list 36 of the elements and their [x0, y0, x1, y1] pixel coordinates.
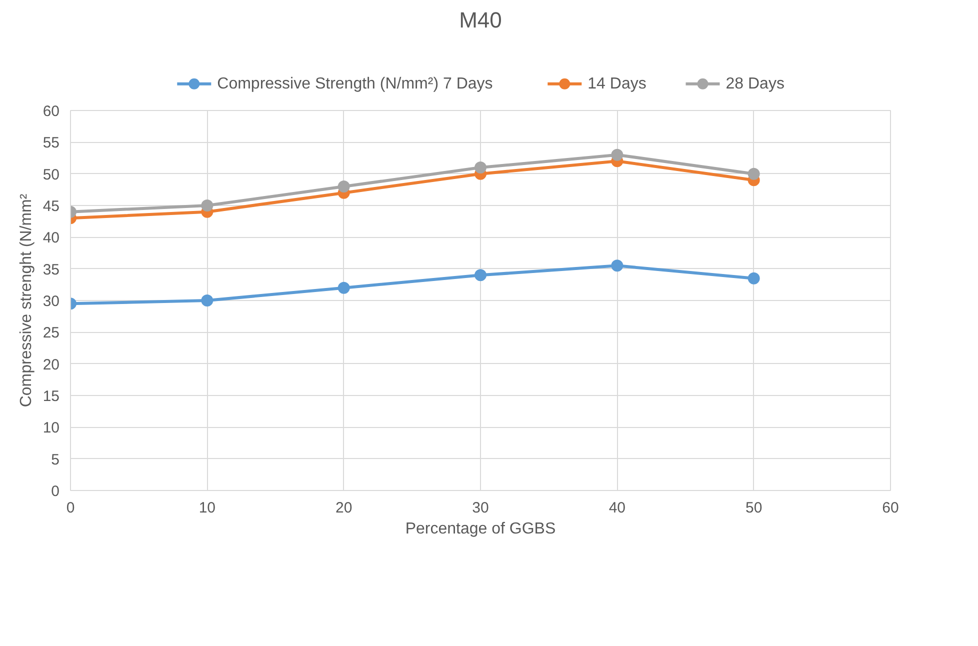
- y-tick-label: 25: [42, 324, 60, 342]
- x-tick-label: 40: [608, 500, 626, 516]
- legend-label: Compressive Strength (N/mm²) 7 Days: [217, 75, 493, 92]
- y-tick-label: 5: [51, 451, 60, 468]
- y-tick-label: 55: [42, 134, 60, 152]
- y-tick-label: 50: [42, 166, 60, 184]
- point: [338, 180, 350, 192]
- point: [474, 269, 486, 282]
- point: [748, 272, 760, 284]
- y-tick-label: 20: [42, 356, 60, 374]
- y-tick-label: 10: [42, 420, 60, 437]
- point: [748, 168, 760, 180]
- legend-label: 14 Days: [588, 75, 646, 92]
- x-tick-label: 20: [335, 500, 352, 516]
- y-tick-label: 35: [42, 261, 60, 278]
- y-tick-label: 15: [42, 388, 60, 405]
- x-tick-label: 60: [882, 500, 899, 516]
- y-tick-label: 60: [42, 103, 60, 120]
- point: [474, 162, 486, 174]
- chart-title: M40: [459, 8, 502, 32]
- y-tick-label: 30: [42, 293, 60, 310]
- point: [611, 260, 624, 272]
- point: [201, 200, 214, 212]
- y-tick-label: 45: [42, 198, 60, 215]
- y-tick-label: 40: [42, 230, 60, 247]
- point: [201, 294, 214, 306]
- x-tick-label: 0: [66, 500, 75, 516]
- point: [338, 282, 350, 294]
- point: [611, 148, 624, 161]
- x-axis-title: Percentage of GGBS: [405, 520, 556, 538]
- y-tick-label: 0: [51, 483, 60, 500]
- x-tick-label: 30: [472, 500, 489, 516]
- x-tick-label: 10: [198, 500, 216, 516]
- y-axis-title: Compressive strenght (N/mm²: [18, 193, 35, 408]
- legend-label: 28 Days: [726, 75, 784, 92]
- x-tick-label: 50: [745, 500, 762, 516]
